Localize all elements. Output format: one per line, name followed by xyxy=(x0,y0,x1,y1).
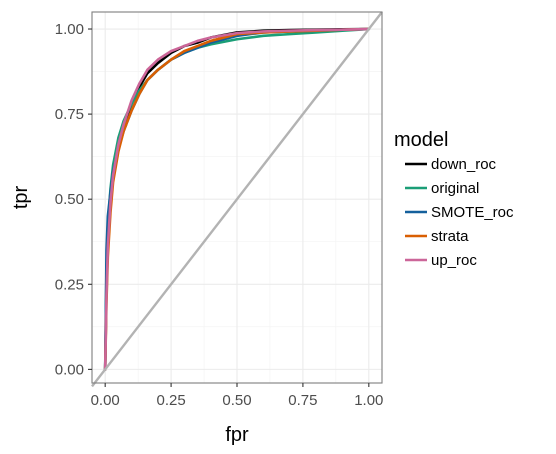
y-tick-label: 1.00 xyxy=(55,21,84,38)
legend-title: model xyxy=(394,129,448,151)
x-axis-title: fpr xyxy=(225,424,249,446)
y-tick-label: 0.00 xyxy=(55,361,84,378)
x-tick-label: 0.25 xyxy=(156,392,185,409)
x-tick-label: 0.00 xyxy=(91,392,120,409)
y-tick-label: 0.75 xyxy=(55,106,84,123)
x-tick-label: 0.50 xyxy=(222,392,251,409)
legend-label-strata: strata xyxy=(431,228,469,245)
y-tick-label: 0.25 xyxy=(55,276,84,293)
y-axis-ticks: 0.00 0.25 0.50 0.75 1.00 xyxy=(55,21,92,378)
x-tick-label: 1.00 xyxy=(354,392,383,409)
series-line-up-roc xyxy=(103,27,371,371)
legend-label-up-roc: up_roc xyxy=(431,252,477,269)
x-tick-label: 0.75 xyxy=(288,392,317,409)
x-axis-ticks: 0.00 0.25 0.50 0.75 1.00 xyxy=(91,383,383,409)
diagonal-reference-line xyxy=(91,11,383,388)
legend-label-down-roc: down_roc xyxy=(431,156,497,173)
y-tick-label: 0.50 xyxy=(55,191,84,208)
plot-panel xyxy=(91,11,383,388)
legend-label-smote-roc: SMOTE_roc xyxy=(431,204,514,221)
legend-label-original: original xyxy=(431,180,479,197)
series-layer xyxy=(103,27,371,371)
y-axis-title: tpr xyxy=(10,185,32,209)
